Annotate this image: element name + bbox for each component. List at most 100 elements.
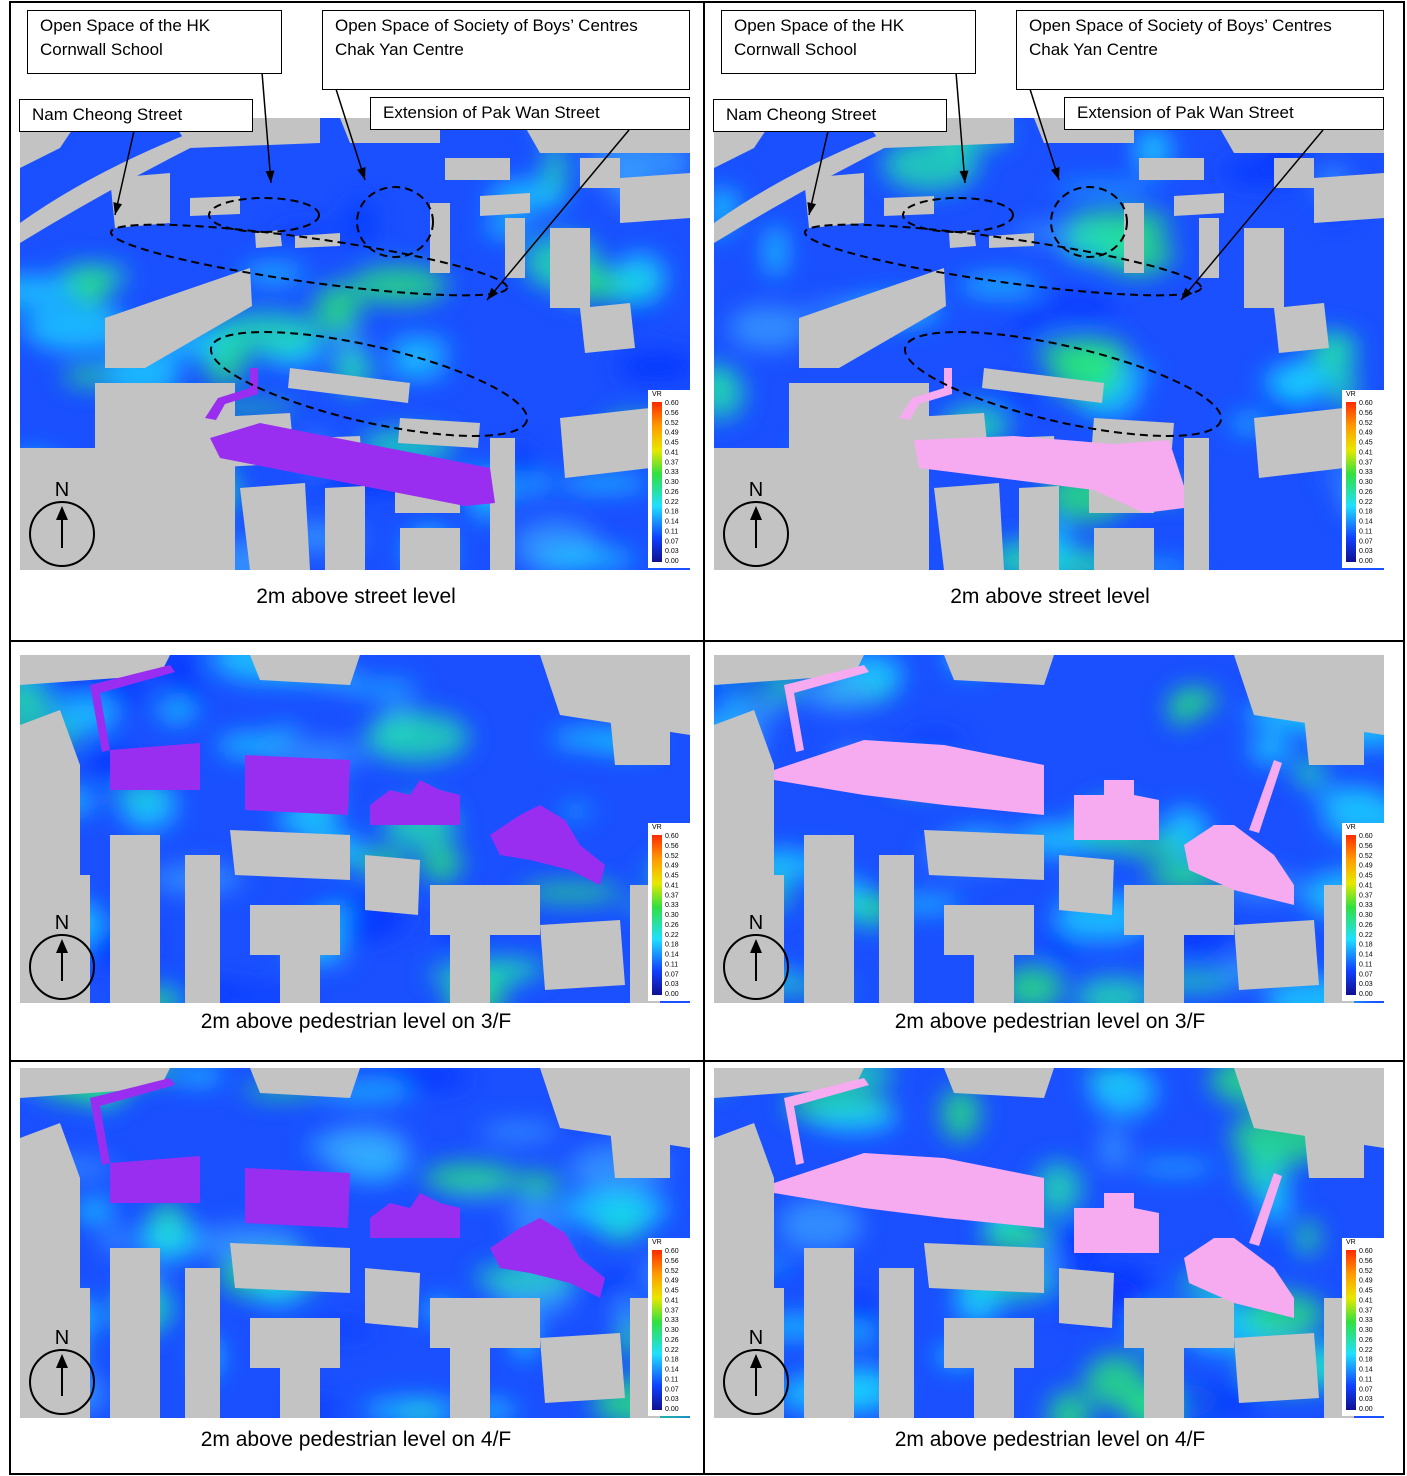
building	[804, 1248, 854, 1418]
flow-blob	[241, 264, 306, 283]
callout-label: Open Space of the HK Cornwall School	[721, 10, 976, 74]
building	[974, 955, 1014, 1003]
legend-tick-label: 0.56	[665, 410, 679, 417]
building	[540, 920, 625, 990]
building	[450, 1348, 490, 1418]
flow-blob	[156, 699, 197, 723]
callout-label: Extension of Pak Wan Street	[1064, 97, 1384, 130]
legend-tick-label: 0.33	[665, 1317, 679, 1324]
building	[185, 855, 220, 1003]
legend-tick-label: 0.03	[1359, 1396, 1373, 1403]
legend-tick-label: 0.14	[665, 519, 679, 526]
legend-tick-label: 0.07	[665, 538, 679, 545]
legend-tick-label: 0.07	[1359, 1386, 1373, 1393]
legend-tick-label: 0.07	[665, 1386, 679, 1393]
flow-blob	[614, 253, 665, 302]
table-cell: VR0.600.560.520.490.450.410.370.330.300.…	[9, 0, 703, 640]
legend-tick-label: 0.11	[1359, 528, 1372, 535]
legend-tick-label: 0.14	[1359, 519, 1373, 526]
legend-tick-label: 0.52	[1359, 1268, 1373, 1275]
flow-blob	[1249, 734, 1292, 764]
legend-tick-label: 0.03	[665, 548, 679, 555]
building	[110, 1248, 160, 1418]
flow-blob	[941, 1087, 980, 1140]
legend-title: VR	[1346, 1239, 1356, 1246]
building	[398, 418, 480, 448]
building	[540, 1333, 625, 1403]
building	[255, 230, 282, 248]
vr-map: VR0.600.560.520.490.450.410.370.330.300.…	[20, 118, 690, 570]
building	[1124, 1298, 1234, 1348]
flow-blob	[385, 358, 448, 378]
flow-blob	[73, 272, 109, 307]
building	[744, 875, 784, 1003]
flow-blob	[270, 727, 301, 738]
building	[230, 1243, 350, 1293]
legend-tick-label: 0.49	[1359, 1278, 1373, 1285]
legend-tick-label: 0.18	[665, 509, 679, 516]
legend-tick-label: 0.45	[1359, 440, 1373, 447]
legend-tick-label: 0.11	[665, 528, 678, 535]
building	[190, 196, 240, 216]
building	[110, 173, 170, 228]
legend-tick-label: 0.30	[665, 479, 679, 486]
legend-tick-label: 0.14	[665, 1367, 679, 1374]
legend-tick-label: 0.52	[665, 420, 679, 427]
legend-tick-label: 0.00	[665, 1406, 679, 1413]
legend-tick-label: 0.07	[1359, 538, 1373, 545]
color-scale	[1346, 835, 1356, 995]
flow-blob	[536, 548, 637, 569]
building	[934, 483, 1004, 570]
callout-label: Open Space of Society of Boys’ Centres C…	[322, 10, 690, 90]
legend-tick-label: 0.22	[1359, 499, 1373, 506]
table-border	[1403, 1, 1405, 1475]
legend-tick-label: 0.26	[665, 1337, 679, 1344]
building	[230, 830, 350, 880]
building	[879, 1268, 914, 1418]
legend-tick-label: 0.41	[1359, 449, 1373, 456]
flow-blob	[345, 681, 420, 695]
table-cell: VR0.600.560.520.490.450.410.370.330.300.…	[703, 1060, 1397, 1474]
building	[879, 855, 914, 1003]
legend-tick-label: 0.18	[1359, 1357, 1373, 1364]
proposed-building	[245, 755, 350, 815]
legend-tick-label: 0.49	[665, 430, 679, 437]
legend-title: VR	[652, 391, 662, 398]
proposed-building	[110, 743, 200, 790]
flow-blob	[1091, 1068, 1157, 1116]
building	[430, 203, 450, 273]
building	[884, 196, 934, 216]
building	[430, 885, 540, 935]
legend-tick-label: 0.52	[1359, 420, 1373, 427]
building	[804, 835, 854, 1003]
flow-blob	[1125, 837, 1186, 858]
building	[1059, 855, 1114, 915]
legend-tick-label: 0.00	[665, 991, 679, 998]
legend-tick-label: 0.41	[665, 1297, 679, 1304]
legend-tick-label: 0.60	[665, 833, 679, 840]
vr-map: VR0.600.560.520.490.450.410.370.330.300.…	[20, 655, 690, 1003]
legend-tick-label: 0.56	[1359, 1258, 1373, 1265]
vr-map: VR0.600.560.520.490.450.410.370.330.300.…	[714, 655, 1384, 1003]
building	[505, 218, 525, 278]
flow-blob	[421, 844, 462, 883]
caption: 2m above pedestrian level on 3/F	[703, 1010, 1397, 1034]
building	[610, 1128, 670, 1178]
building	[1144, 935, 1184, 1003]
legend-tick-label: 0.22	[665, 499, 679, 506]
legend-tick-label: 0.56	[1359, 843, 1373, 850]
flow-blob	[316, 1124, 410, 1175]
building	[1139, 158, 1204, 180]
legend-tick-label: 0.30	[1359, 1327, 1373, 1334]
legend-tick-label: 0.60	[1359, 833, 1373, 840]
flow-blob	[1100, 1126, 1127, 1171]
legend-tick-label: 0.41	[665, 449, 679, 456]
legend-tick-label: 0.49	[665, 1278, 679, 1285]
flow-blob	[809, 1105, 899, 1132]
legend-tick-label: 0.45	[1359, 1288, 1373, 1295]
building	[924, 830, 1044, 880]
building	[550, 228, 590, 308]
legend-tick-label: 0.52	[1359, 853, 1373, 860]
legend-tick-label: 0.41	[665, 882, 679, 889]
flow-blob	[314, 283, 360, 335]
